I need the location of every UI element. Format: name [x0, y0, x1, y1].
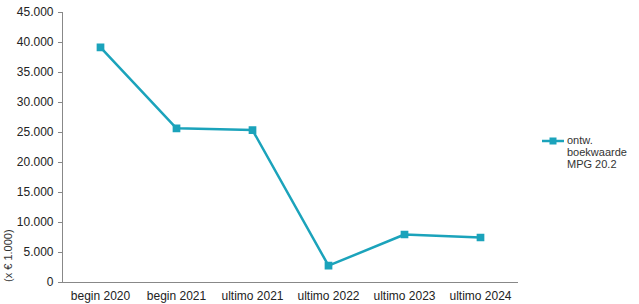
svg-text:ultimo 2023: ultimo 2023: [373, 289, 435, 303]
html-text:ontw. boekwaarde MPG 20.2: ontw. boekwaarde MPG 20.2: [567, 134, 627, 170]
svg-text:45.000: 45.000: [17, 5, 54, 19]
svg-text:begin 2020: begin 2020: [71, 289, 131, 303]
svg-text:ultimo 2024: ultimo 2024: [449, 289, 511, 303]
svg-text:10.000: 10.000: [17, 215, 54, 229]
svg-text:15.000: 15.000: [17, 185, 54, 199]
svg-text:40.000: 40.000: [17, 35, 54, 49]
svg-text:30.000: 30.000: [17, 95, 54, 109]
html-text:(x € 1.000): (x € 1.000): [2, 229, 14, 282]
svg-text:25.000: 25.000: [17, 125, 54, 139]
svg-text:5.000: 5.000: [23, 245, 53, 259]
svg-text:0: 0: [47, 275, 54, 289]
svg-text:ultimo 2021: ultimo 2021: [221, 289, 283, 303]
svg-text:20.000: 20.000: [17, 155, 54, 169]
svg-text:begin 2021: begin 2021: [147, 289, 207, 303]
svg-text:ultimo 2022: ultimo 2022: [297, 289, 359, 303]
svg-text:35.000: 35.000: [17, 65, 54, 79]
